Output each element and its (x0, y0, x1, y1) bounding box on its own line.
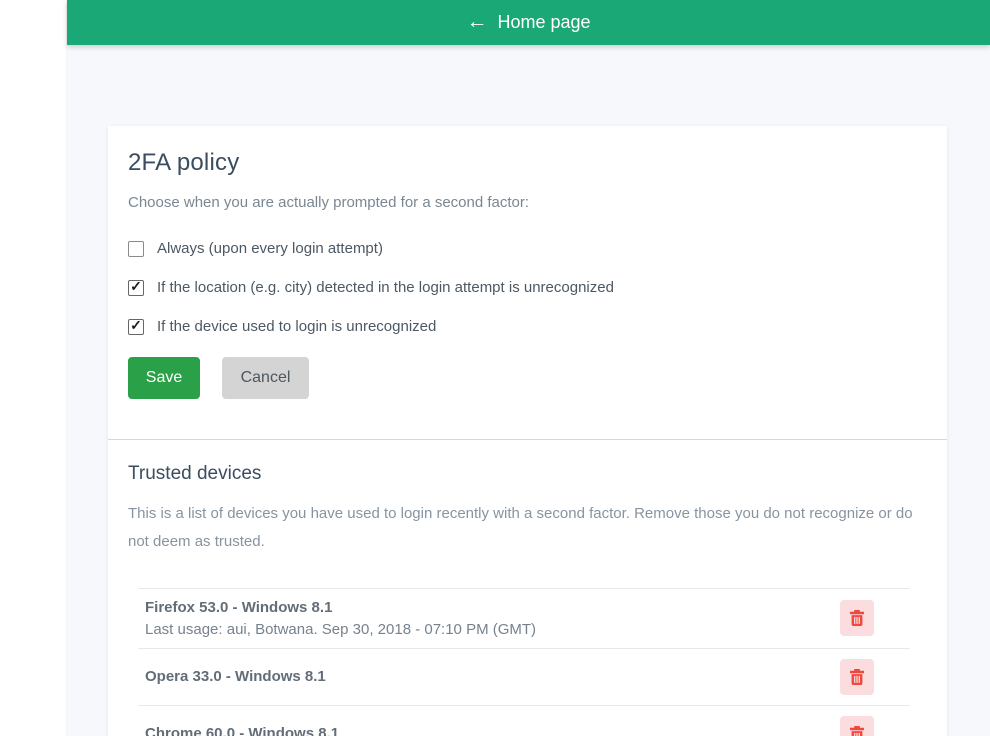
trash-icon (850, 610, 864, 626)
main-area: ← Home page 2FA policy Choose when you a… (67, 0, 990, 736)
policy-subtitle: Choose when you are actually prompted fo… (128, 194, 530, 211)
device-row: Chrome 60.0 - Windows 8.1 (138, 704, 910, 736)
device-name: Chrome 60.0 - Windows 8.1 (145, 725, 340, 736)
policy-option-label: Always (upon every login attempt) (157, 240, 383, 257)
delete-device-button[interactable] (840, 600, 874, 636)
device-name: Opera 33.0 - Windows 8.1 (145, 668, 326, 685)
policy-actions: Save Cancel (128, 357, 927, 399)
policy-option-row[interactable]: Always (upon every login attempt) (128, 240, 927, 257)
policy-option-row[interactable]: If the location (e.g. city) detected in … (128, 279, 927, 296)
trash-icon (850, 668, 864, 685)
policy-section: 2FA policy Choose when you are actually … (108, 126, 947, 440)
top-bar: ← Home page (67, 0, 990, 45)
cancel-button[interactable]: Cancel (222, 357, 309, 399)
left-sidebar (0, 0, 67, 736)
trusted-devices-title: Trusted devices (128, 463, 262, 484)
checkbox-option-2[interactable] (128, 279, 144, 296)
policy-option-row[interactable]: If the device used to login is unrecogni… (128, 318, 927, 335)
delete-device-button[interactable] (840, 658, 874, 695)
policy-option-label: If the location (e.g. city) detected in … (157, 279, 614, 296)
back-home-label: Home page (497, 12, 591, 32)
device-row: Firefox 53.0 - Windows 8.1 Last usage: a… (138, 587, 910, 648)
settings-card: 2FA policy Choose when you are actually … (108, 126, 947, 736)
back-home-link[interactable]: ← Home page (466, 10, 591, 33)
trusted-devices-description: This is a list of devices you have used … (128, 505, 913, 550)
checkbox-option-3[interactable] (128, 318, 144, 335)
device-info: Firefox 53.0 - Windows 8.1 Last usage: a… (145, 599, 536, 638)
device-last-usage: Last usage: aui, Botwana. Sep 30, 2018 -… (145, 620, 537, 638)
device-row: Opera 33.0 - Windows 8.1 (138, 647, 910, 705)
policy-option-label: If the device used to login is unrecogni… (157, 318, 437, 335)
page-content: 2FA policy Choose when you are actually … (67, 45, 990, 736)
save-button[interactable]: Save (128, 357, 200, 399)
device-list: Firefox 53.0 - Windows 8.1 Last usage: a… (138, 587, 910, 736)
device-info: Chrome 60.0 - Windows 8.1 (145, 725, 339, 736)
checkbox-option-1[interactable] (128, 240, 144, 257)
policy-options: Always (upon every login attempt) If the… (128, 240, 927, 335)
trusted-devices-section: Trusted devices This is a list of device… (128, 440, 927, 736)
device-info: Opera 33.0 - Windows 8.1 (145, 668, 326, 685)
arrow-left-icon: ← (466, 10, 488, 33)
device-name: Firefox 53.0 - Windows 8.1 (145, 598, 333, 616)
policy-title: 2FA policy (128, 149, 240, 176)
delete-device-button[interactable] (840, 715, 874, 736)
trash-icon (850, 725, 864, 736)
